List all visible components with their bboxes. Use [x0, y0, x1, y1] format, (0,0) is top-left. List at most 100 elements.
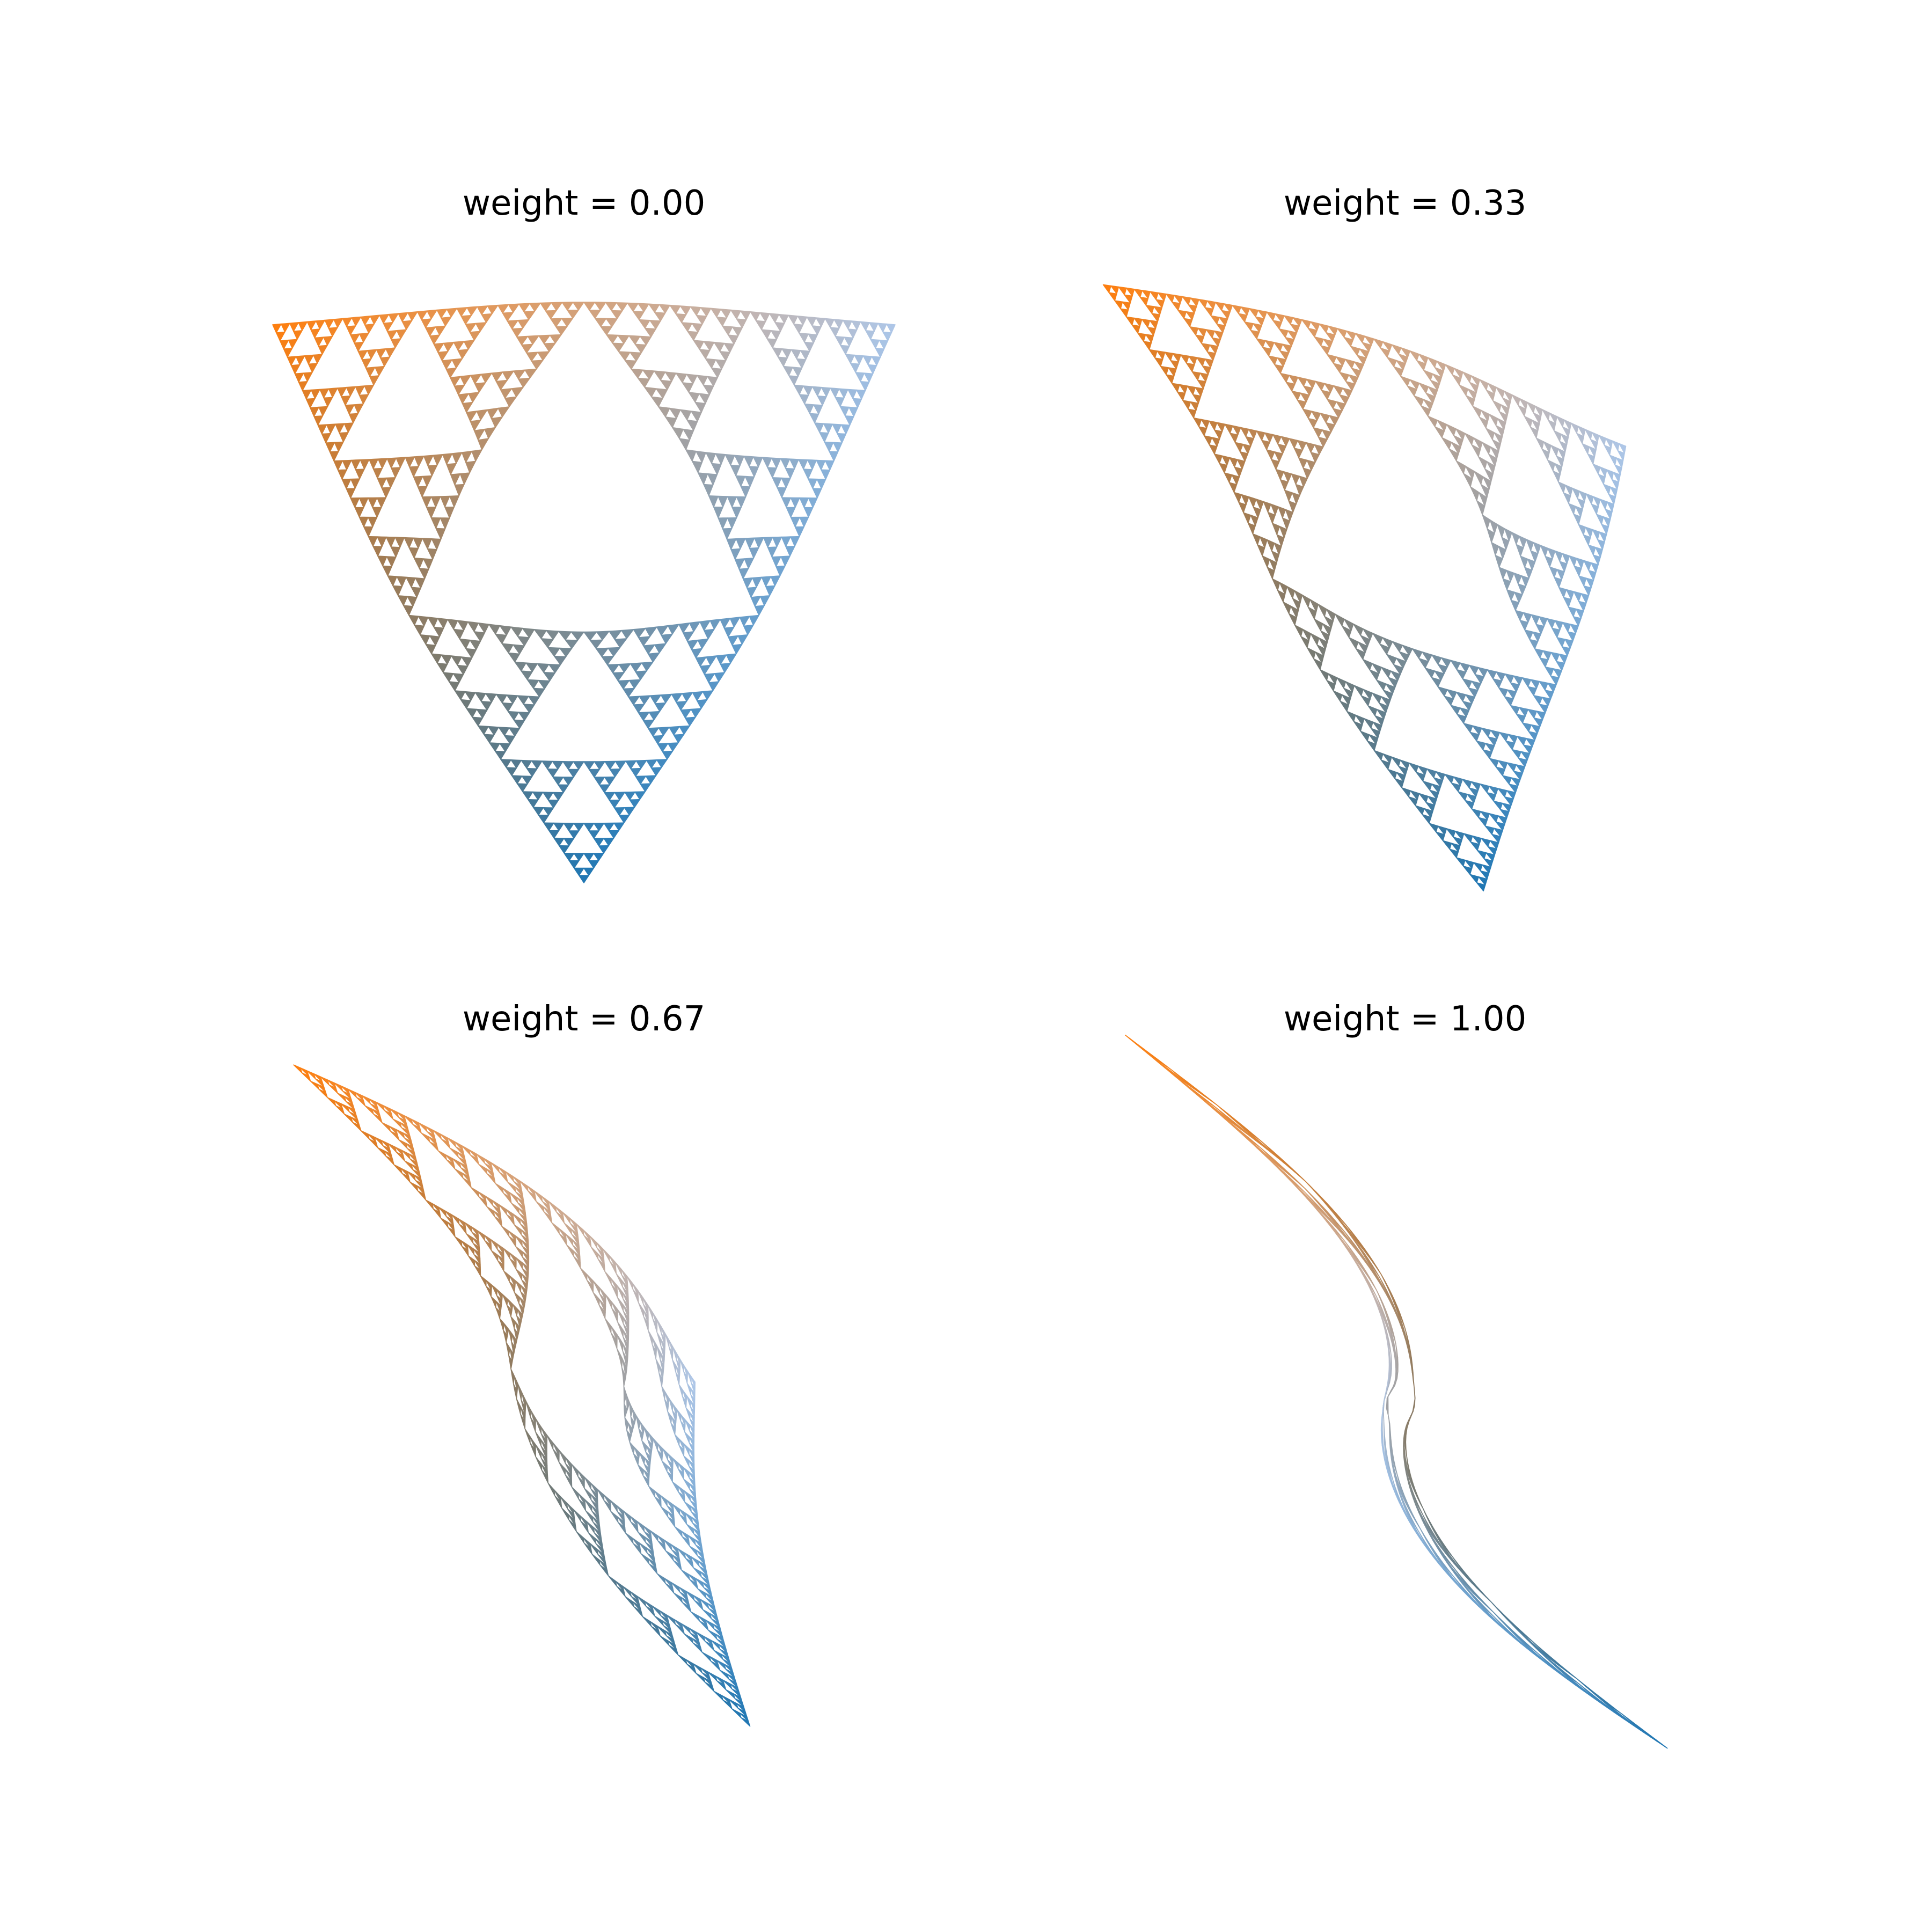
fractal-cell [1478, 876, 1488, 885]
fractal-cell [1589, 446, 1597, 458]
fractal-cell [676, 1409, 682, 1422]
fractal-cell [1510, 705, 1520, 715]
fractal-cell [1397, 1357, 1399, 1372]
fractal-cell [1529, 427, 1539, 439]
fractal-cell [1188, 304, 1197, 314]
fractal-cell [1429, 823, 1438, 833]
fractal-cell [1530, 550, 1539, 562]
fractal-cell [1482, 442, 1491, 455]
fractal-cell [804, 341, 814, 352]
fractal-cell [1188, 355, 1197, 365]
fractal-cell [449, 1147, 459, 1158]
fractal-cell [1579, 491, 1587, 502]
fractal-cell [1292, 598, 1301, 611]
fractal-cell [643, 1531, 653, 1542]
fractal-cell [532, 791, 544, 801]
fractal-cell [592, 1292, 600, 1306]
fractal-cell [565, 639, 579, 649]
fractal-cell [359, 332, 369, 343]
fractal-cell [653, 1438, 659, 1451]
fractal-cell [648, 1433, 654, 1446]
fractal-cell [683, 428, 694, 441]
fractal-cell [1504, 696, 1514, 706]
fractal-cell [694, 1600, 704, 1611]
fractal-cell [459, 472, 471, 485]
fractal-cell [648, 303, 660, 313]
fractal-cell [622, 1350, 628, 1370]
fractal-cell [500, 388, 513, 399]
fractal-cell [685, 1591, 695, 1601]
fractal-cell [1441, 657, 1452, 668]
fractal-cell [1209, 344, 1219, 354]
fractal-cell [315, 319, 326, 330]
fractal-cell [819, 431, 829, 443]
fractal-cell [1407, 1474, 1412, 1489]
fractal-cell [1470, 841, 1480, 851]
fractal-cell [1164, 352, 1174, 361]
fractal-cell [652, 1312, 658, 1327]
fractal-cell [289, 322, 299, 332]
fractal-cell [384, 1150, 393, 1160]
fractal-cell [1583, 560, 1592, 571]
fractal-cell [1491, 833, 1501, 843]
fractal-cell [1204, 1100, 1217, 1110]
fractal-cell [1431, 654, 1442, 665]
fractal-cell [869, 322, 879, 332]
fractal-cell [612, 672, 625, 682]
fractal-cell [763, 537, 773, 548]
fractal-cell [585, 1510, 594, 1523]
fractal-cell [1221, 310, 1231, 319]
fractal-cell [1565, 1669, 1578, 1680]
fractal-cell [1172, 353, 1181, 363]
fractal-cell [504, 735, 516, 744]
fractal-cell [875, 348, 885, 358]
fractal-cell [709, 1613, 719, 1623]
fractal-cell [821, 386, 831, 397]
fractal-cell [669, 726, 680, 736]
fractal-cell [1288, 613, 1297, 626]
fractal-cell [618, 663, 631, 673]
fractal-cell [413, 1174, 423, 1184]
fractal-cell [1486, 792, 1496, 802]
fractal-cell [669, 407, 681, 419]
fractal-cell [364, 324, 375, 334]
fractal-cell [707, 1602, 716, 1613]
fractal-cell [471, 1232, 480, 1242]
fractal-cell [391, 467, 401, 478]
fractal-cell [1483, 1608, 1495, 1620]
fractal-cell [621, 629, 634, 639]
fractal-cell [655, 388, 668, 399]
fractal-cell [1434, 367, 1444, 378]
fractal-cell [690, 708, 702, 718]
fractal-cell [440, 517, 450, 530]
fractal-cell [1335, 1223, 1345, 1235]
fractal-cell [1481, 838, 1491, 847]
fractal-cell [445, 367, 457, 378]
fractal-cell [527, 335, 539, 345]
fractal-cell [475, 1153, 486, 1164]
fractal-cell [755, 320, 766, 331]
fractal-cell [660, 1359, 664, 1373]
fractal-cell [713, 1690, 723, 1701]
fractal-cell [1279, 525, 1287, 539]
fractal-cell [716, 1659, 727, 1670]
fractal-cell [1357, 355, 1367, 365]
fractal-cell [565, 1462, 572, 1476]
fractal-cell [770, 575, 781, 587]
fractal-cell [1486, 460, 1496, 474]
fractal-cell [635, 670, 647, 680]
fractal-cell [466, 708, 478, 718]
fractal-cell [1497, 524, 1505, 538]
fractal-cell [1470, 375, 1481, 387]
fractal-cell [583, 1542, 592, 1555]
fractal-cell [606, 664, 620, 674]
fractal-cell [506, 767, 517, 776]
fractal-cell [662, 1448, 669, 1460]
fractal-cell [720, 618, 731, 629]
fractal-cell [1534, 405, 1543, 418]
fractal-cell [441, 654, 452, 665]
fractal-cell [484, 1240, 492, 1252]
fractal-cell [1315, 1191, 1327, 1204]
fractal-cell [701, 1576, 710, 1587]
fractal-cell [1532, 631, 1542, 642]
